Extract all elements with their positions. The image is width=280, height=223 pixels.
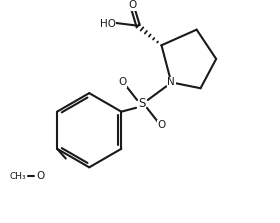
Text: O: O (128, 0, 136, 10)
Text: O: O (36, 171, 45, 181)
Text: N: N (167, 77, 175, 87)
Text: O: O (118, 77, 127, 87)
Text: HO: HO (100, 19, 116, 29)
Text: CH₃: CH₃ (10, 172, 26, 181)
Text: O: O (157, 120, 165, 130)
Text: S: S (138, 97, 146, 110)
Text: N: N (167, 77, 175, 87)
